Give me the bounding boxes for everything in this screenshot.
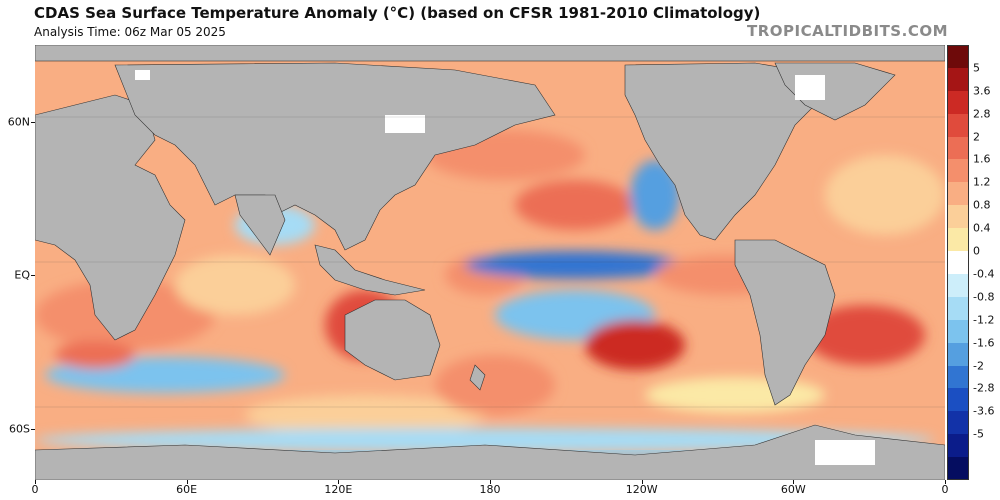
colorbar-segment	[947, 273, 969, 298]
colorbar-label: -2.8	[973, 381, 995, 395]
colorbar-label: 1.2	[973, 175, 991, 189]
lon-label: 60E	[176, 483, 198, 496]
colorbar-segment	[947, 45, 969, 69]
colorbar-segment	[947, 136, 969, 160]
lon-label: 180	[479, 483, 501, 496]
colorbar-label: -1.6	[973, 336, 995, 350]
india	[234, 194, 286, 256]
lat-label: EQ	[14, 268, 30, 282]
asia	[114, 62, 556, 251]
colorbar-label: 0.8	[973, 198, 991, 212]
colorbar-label: 2	[973, 130, 980, 144]
colorbar-segment	[947, 182, 969, 206]
lon-label: 0	[31, 483, 39, 496]
site-credit: TROPICALTIDBITS.COM	[747, 22, 948, 40]
colorbar-label: 0	[973, 244, 980, 258]
colorbar-segment	[947, 434, 969, 458]
colorbar-label: 3.6	[973, 84, 991, 98]
lat-label: 60S	[9, 422, 30, 436]
colorbar-label: 1.6	[973, 152, 991, 166]
colorbar	[947, 45, 969, 481]
colorbar-segment	[947, 296, 969, 321]
australia	[344, 299, 441, 381]
graticule	[35, 116, 945, 408]
antarctica	[35, 424, 945, 480]
colorbar-label: -0.8	[973, 290, 995, 304]
colorbar-segment	[947, 67, 969, 92]
south-america	[734, 239, 836, 406]
page-title: CDAS Sea Surface Temperature Anomaly (°C…	[34, 4, 761, 22]
colorbar-segment	[947, 205, 969, 229]
colorbar-label: 0.4	[973, 221, 991, 235]
colorbar-label: -3.6	[973, 404, 995, 418]
sea-ice	[135, 70, 875, 465]
new-zealand	[469, 364, 486, 391]
colorbar-label: 2.8	[973, 107, 991, 121]
colorbar-segment	[947, 159, 969, 183]
indonesia	[314, 244, 426, 296]
colorbar-label: -5	[973, 427, 984, 441]
colorbar-label: -1.2	[973, 313, 995, 327]
colorbar-segment	[947, 457, 969, 481]
analysis-time: Analysis Time: 06z Mar 05 2025	[34, 25, 226, 39]
colorbar-label: 5	[973, 61, 980, 75]
lon-tick	[793, 480, 795, 484]
lon-tick	[338, 480, 340, 484]
colorbar-segment	[947, 228, 969, 252]
colorbar-segment	[947, 251, 969, 275]
lon-label: 120W	[625, 483, 658, 496]
colorbar-segment	[947, 411, 969, 435]
lon-tick	[641, 480, 643, 484]
lat-tick	[31, 121, 35, 123]
lon-label: 60W	[780, 483, 806, 496]
colorbar-segment	[947, 365, 969, 389]
lon-tick	[35, 480, 36, 484]
lon-tick	[490, 480, 491, 484]
colorbar-segment	[947, 388, 969, 412]
lon-tick	[945, 480, 946, 484]
sst-anomaly-map	[35, 45, 945, 480]
lon-tick	[186, 480, 188, 484]
lon-label: 0	[941, 483, 949, 496]
colorbar-border	[947, 45, 969, 480]
colorbar-segment	[947, 319, 969, 344]
colorbar-label: -0.4	[973, 267, 995, 281]
lat-tick	[31, 275, 35, 277]
colorbar-segment	[947, 90, 969, 115]
colorbar-segment	[947, 113, 969, 138]
lat-tick	[31, 428, 35, 430]
colorbar-segment	[947, 342, 969, 367]
lon-label: 120E	[324, 483, 353, 496]
land-masses	[35, 45, 945, 480]
colorbar-label: -2	[973, 359, 984, 373]
lat-label: 60N	[7, 115, 30, 129]
